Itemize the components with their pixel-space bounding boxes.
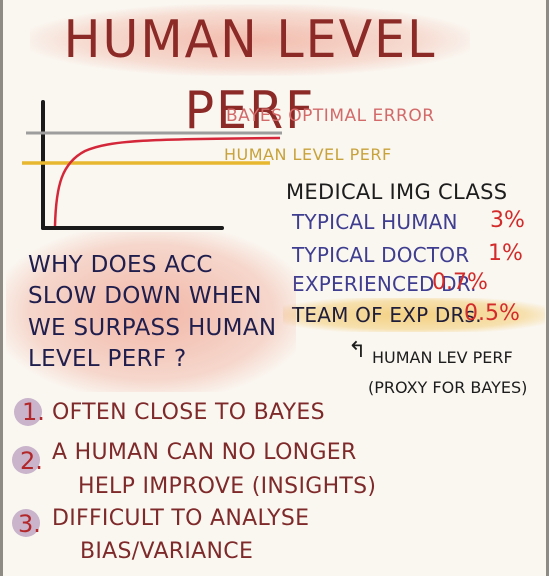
left-border [0,0,3,576]
point-text: BIAS/VARIANCE [80,539,254,564]
page-title: HUMAN LEVEL PERF [30,4,470,141]
graph-axes [41,100,224,230]
question-line: WE SURPASS HUMAN [28,315,277,341]
medical-row-value: 1% [488,241,523,266]
point-marker [12,446,40,474]
medical-row-value: 0.7% [432,270,488,295]
question-line: SLOW DOWN WHEN [28,283,262,309]
point-number: 2. [20,447,43,475]
team-highlight [283,298,545,332]
medical-heading: MEDICAL IMG CLASS [286,180,508,204]
question-highlight [6,232,296,392]
point-marker [14,398,42,426]
legend-bayes-optimal-error: BAYES OPTIMAL ERROR [226,106,435,126]
question-line: WHY DOES ACC [28,252,213,278]
medical-row-value: 0.5% [464,301,520,326]
right-border [546,0,549,576]
medical-row-label: TYPICAL DOCTOR [292,243,470,267]
point-text: OFTEN CLOSE TO BAYES [52,400,325,425]
curved-arrow-icon: ↰ [348,338,367,363]
medical-row-label: TYPICAL HUMAN [292,210,458,234]
proxy-note-line-2: (PROXY FOR BAYES) [368,378,528,397]
point-number: 3. [18,510,41,538]
question-line: LEVEL PERF ? [28,346,187,372]
medical-row-label: EXPERIENCED DR. [292,272,477,296]
medical-row-value: 3% [490,208,525,233]
point-text: HELP IMPROVE (INSIGHTS) [78,474,377,499]
medical-row-label: TEAM OF EXP DRs. [292,303,482,327]
point-number: 1. [22,398,45,426]
proxy-note-line-1: HUMAN LEV PERF [372,348,513,367]
point-text: DIFFICULT TO ANALYSE [52,506,310,531]
performance-curve [53,136,281,227]
legend-human-level-perf: HUMAN LEVEL PERF [224,145,392,164]
point-marker [12,509,40,537]
point-text: A HUMAN CAN NO LONGER [52,440,357,465]
